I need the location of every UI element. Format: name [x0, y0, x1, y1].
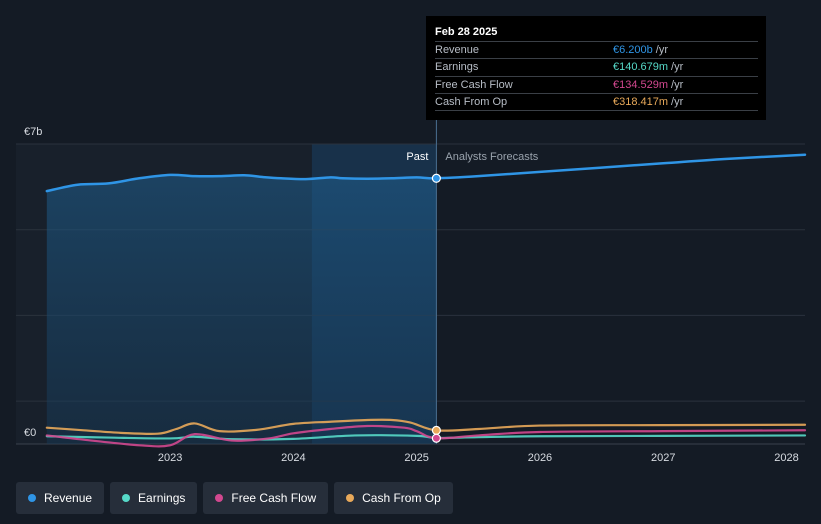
tooltip-label: Earnings: [435, 61, 479, 74]
tooltip-date: Feb 28 2025: [435, 26, 498, 38]
x-tick-label: 2023: [158, 452, 182, 464]
series-line-earnings: [45, 434, 807, 441]
tooltip-unit: /yr: [671, 61, 684, 74]
y-tick-label-max: €7b: [24, 126, 42, 138]
series-line-free-cash-flow: [45, 424, 807, 448]
tooltip-unit: /yr: [671, 78, 684, 91]
legend-item-revenue[interactable]: Revenue: [16, 482, 105, 514]
tooltip-row-earnings: Earnings €140.679m /yr: [435, 58, 758, 75]
tooltip-unit: /yr: [671, 96, 684, 109]
legend-label: Free Cash Flow: [231, 491, 317, 505]
data-point-free-cash-flow: [431, 433, 441, 443]
tooltip-unit: /yr: [655, 44, 668, 56]
x-tick-label: 2028: [774, 452, 798, 464]
forecast-label: Analysts Forecasts: [445, 151, 538, 163]
legend-label: Revenue: [44, 491, 93, 505]
data-point-revenue: [431, 173, 441, 183]
tooltip-row-revenue: Revenue €6.200b /yr: [435, 41, 758, 58]
x-tick-label: 2027: [651, 452, 675, 464]
legend-dot-icon: [346, 494, 355, 502]
series-line-cash-from-op: [45, 418, 807, 436]
tooltip-value: €6.200b: [613, 44, 653, 56]
legend-dot-icon: [215, 494, 224, 502]
legend-item-free-cash-flow[interactable]: Free Cash Flow: [203, 482, 329, 514]
x-tick-label: 2025: [404, 452, 428, 464]
legend-dot-icon: [122, 494, 131, 502]
data-point-cash-from-op: [431, 425, 441, 435]
tooltip-value: €140.679m: [613, 61, 669, 74]
tooltip-value: €134.529m: [613, 78, 669, 91]
x-tick-label: 2024: [281, 452, 305, 464]
legend-label: Cash From Op: [362, 491, 441, 505]
legend-label: Earnings: [138, 491, 186, 505]
series-line-revenue: [45, 153, 807, 193]
tooltip: Feb 28 2025 Revenue €6.200b /yr Earnings…: [426, 16, 766, 120]
legend-item-cash-from-op[interactable]: Cash From Op: [334, 482, 453, 514]
tooltip-label: Cash From Op: [435, 96, 508, 109]
tooltip-value: €318.417m: [613, 96, 669, 109]
tooltip-row-free-cash-flow: Free Cash Flow €134.529m /yr: [435, 75, 758, 93]
past-label: Past: [406, 151, 428, 163]
revenue-area: [46, 174, 437, 444]
tooltip-label: Revenue: [435, 44, 480, 56]
tooltip-label: Free Cash Flow: [435, 78, 513, 91]
legend: Revenue Earnings Free Cash Flow Cash Fro…: [16, 482, 453, 516]
legend-dot-icon: [28, 494, 36, 502]
chart: €7b €0 2023 2024 2025 2026 2027 2028 Past Analyst…: [16, 16, 807, 464]
y-tick-label-zero: €0: [24, 427, 36, 439]
legend-item-earnings[interactable]: Earnings: [110, 482, 198, 514]
tooltip-row-cash-from-op: Cash From Op €318.417m /yr: [435, 93, 758, 111]
x-tick-label: 2026: [528, 452, 552, 464]
